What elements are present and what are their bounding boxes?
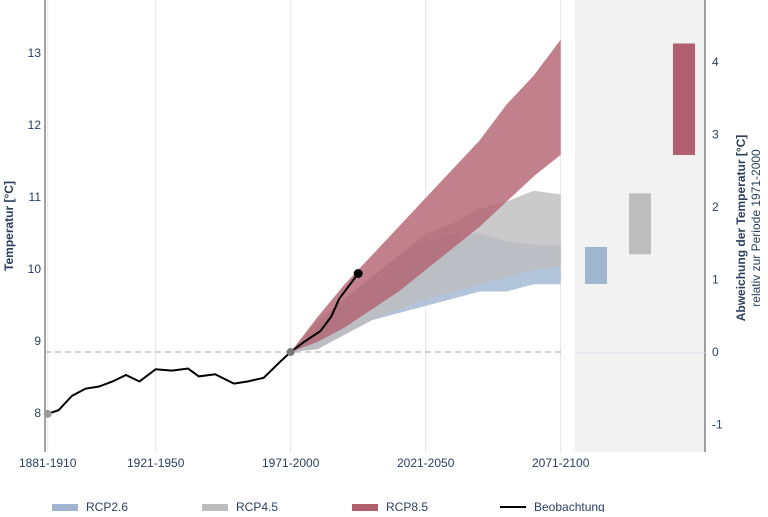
y2-axis-title: Abweichung der Temperatur [°C]: [734, 135, 748, 322]
legend-label: RCP8.5: [386, 500, 428, 512]
x-tick-label: 2071-2100: [532, 456, 590, 470]
x-tick-label: 1921-1950: [127, 456, 185, 470]
y-axis-title: Temperatur [°C]: [2, 181, 16, 271]
y2-tick-label: 0: [712, 345, 719, 359]
legend-swatch: [352, 504, 378, 511]
legend-swatch: [202, 504, 228, 511]
y-tick-label: 12: [28, 118, 42, 132]
change-bar: [629, 193, 651, 255]
y-tick-label: 9: [34, 334, 41, 348]
reference-marker: [286, 347, 295, 356]
x-tick-label: 1971-2000: [262, 456, 320, 470]
y-tick-label: 13: [28, 46, 42, 60]
y-tick-label: 10: [28, 262, 42, 276]
x-tick-label: 2021-2050: [397, 456, 455, 470]
y2-tick-label: 3: [712, 128, 719, 142]
change-bar: [585, 247, 607, 284]
y2-tick-label: 1: [712, 272, 719, 286]
legend-label: RCP4.5: [236, 500, 278, 512]
y2-tick-label: 4: [712, 55, 719, 69]
legend-label: Beobachtung: [534, 500, 605, 512]
observation-line: [47, 272, 359, 415]
change-bar: [673, 43, 695, 156]
y2-tick-label: 2: [712, 200, 719, 214]
y2-axis-subtitle: relativ zur Periode 1971-2000: [749, 149, 763, 307]
legend-swatch: [52, 504, 78, 511]
end-marker: [353, 269, 363, 279]
y-tick-label: 8: [34, 406, 41, 420]
x-tick-label: 1881-1910: [19, 456, 77, 470]
legend-label: RCP2.6: [86, 500, 128, 512]
start-marker: [43, 409, 52, 418]
y-tick-label: 11: [29, 190, 42, 204]
y2-tick-label: -1: [712, 417, 723, 431]
